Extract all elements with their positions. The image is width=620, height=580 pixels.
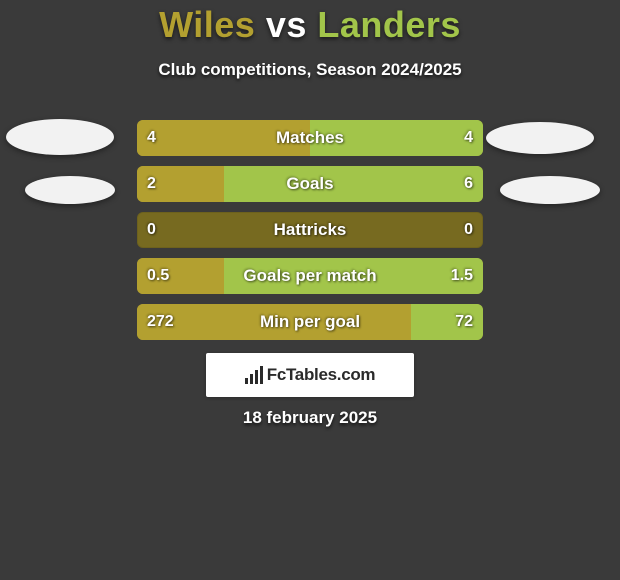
- avatar-player-a-top: [6, 119, 114, 155]
- brand-text: FcTables.com: [267, 365, 376, 385]
- bar-fill-right: [224, 166, 484, 202]
- stat-value-right: 72: [455, 304, 473, 340]
- stat-row: 44Matches: [137, 120, 483, 156]
- avatar-player-b-top: [486, 122, 594, 154]
- stat-value-right: 0: [464, 212, 473, 248]
- player-b-name: Landers: [317, 4, 461, 45]
- stat-row: 0 0Hattricks: [137, 212, 483, 248]
- stat-value-left: 0: [147, 212, 156, 248]
- stat-row: 26Goals: [137, 166, 483, 202]
- avatar-player-b-bottom: [500, 176, 600, 204]
- date-label: 18 february 2025: [0, 408, 620, 428]
- stat-value-right: 6: [464, 166, 473, 202]
- stat-value-left: 0.5: [147, 258, 169, 294]
- stat-value-left: 2: [147, 166, 156, 202]
- vs-separator: vs: [255, 4, 317, 45]
- comparison-infographic: Wiles vs Landers Club competitions, Seas…: [0, 0, 620, 580]
- bar-fill-right: [224, 258, 484, 294]
- bar-fill-right: [310, 120, 483, 156]
- avatar-player-a-bottom: [25, 176, 115, 204]
- bar-fill-left: [137, 304, 411, 340]
- stat-value-right: 4: [464, 120, 473, 156]
- stat-row: 27272Min per goal: [137, 304, 483, 340]
- bar-fill-left: [137, 120, 310, 156]
- stat-value-left: 4: [147, 120, 156, 156]
- stats-bars: 44Matches26Goals00Hattricks0.51.5Goals p…: [137, 120, 483, 350]
- stat-label: Hattricks: [137, 212, 483, 248]
- subtitle: Club competitions, Season 2024/2025: [0, 60, 620, 80]
- brand-badge: FcTables.com: [206, 353, 414, 397]
- page-title: Wiles vs Landers: [0, 4, 620, 46]
- stat-row: 0.51.5Goals per match: [137, 258, 483, 294]
- stat-value-right: 1.5: [451, 258, 473, 294]
- bar-chart-icon: [245, 366, 263, 384]
- stat-value-left: 272: [147, 304, 174, 340]
- player-a-name: Wiles: [159, 4, 255, 45]
